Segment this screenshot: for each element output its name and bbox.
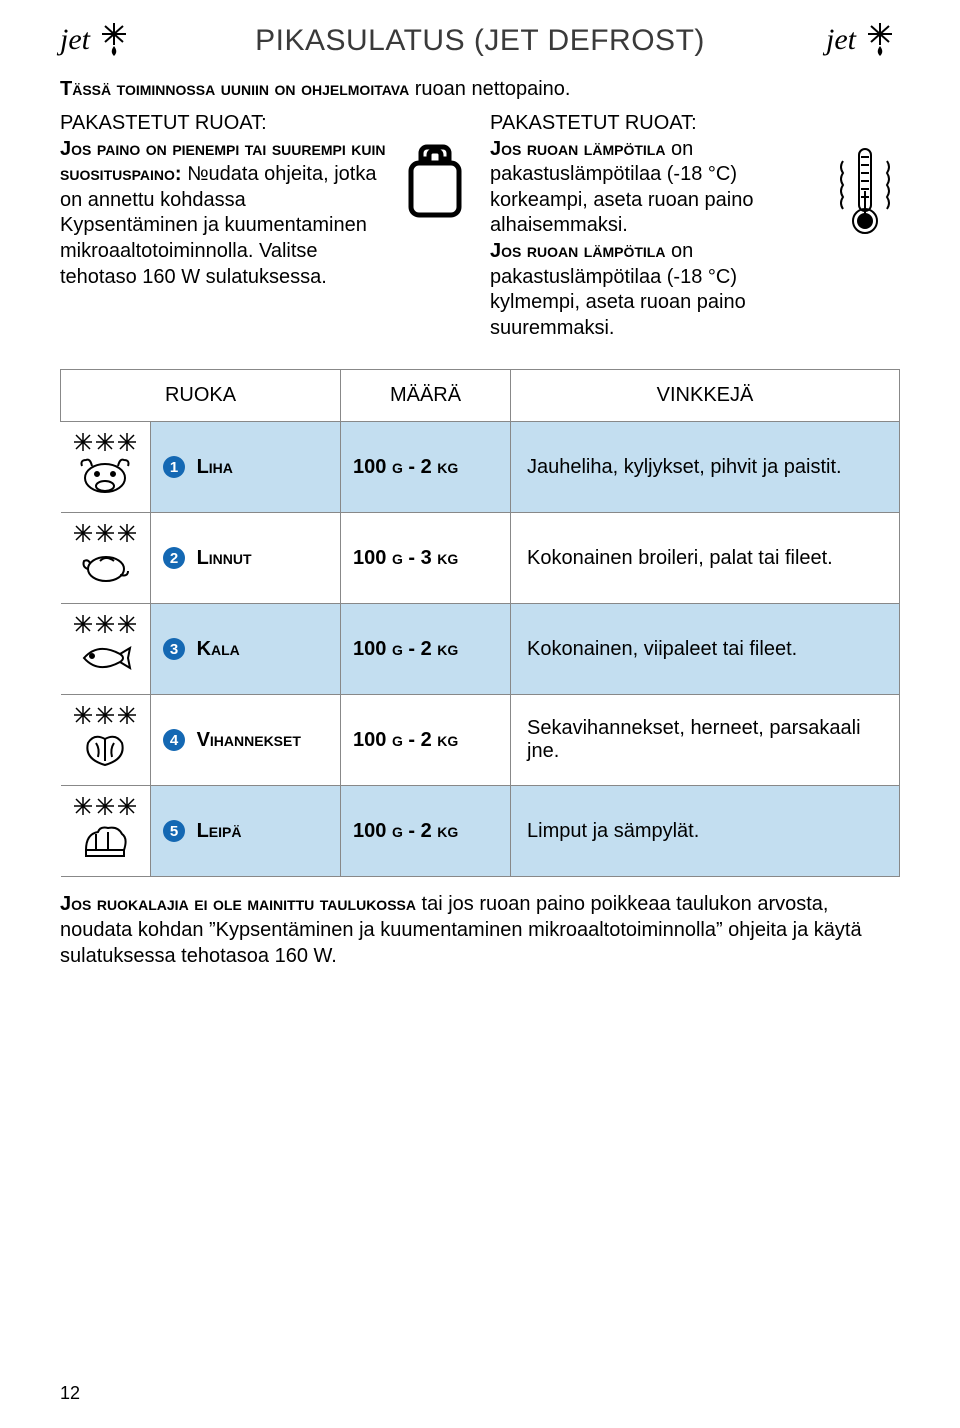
jet-logo-left: jet (60, 20, 134, 60)
jet-logo-right: jet (826, 20, 900, 60)
food-name-label: Leipä (197, 820, 242, 842)
footer-sc: Jos ruokalajia ei ole mainittu taulukoss… (60, 893, 416, 915)
snowflake-drip-icon (860, 20, 900, 60)
food-icon-cell (61, 786, 151, 877)
food-icon-cell (61, 695, 151, 786)
frost-stars-icon (67, 614, 145, 634)
food-icon-cell (61, 422, 151, 513)
food-name-label: Liha (197, 456, 233, 478)
food-number-badge: 1 (163, 456, 185, 478)
food-number-badge: 3 (163, 638, 185, 660)
food-icon-cell (61, 604, 151, 695)
page-number: 12 (60, 1383, 80, 1404)
food-name-label: Vihannekset (197, 729, 301, 751)
footer-note: Jos ruokalajia ei ole mainittu taulukoss… (60, 891, 900, 969)
veg-icon (78, 729, 132, 769)
food-name-cell: 1 Liha (151, 422, 341, 513)
food-number-badge: 4 (163, 729, 185, 751)
food-amount-cell: 100 g - 2 kg (341, 604, 511, 695)
frost-stars-icon (67, 432, 145, 452)
food-name-cell: 4 Vihannekset (151, 695, 341, 786)
frost-stars-icon (67, 523, 145, 543)
snowflake-drip-icon (94, 20, 134, 60)
food-name-cell: 3 Kala (151, 604, 341, 695)
cow-icon (78, 456, 132, 496)
column-left: PAKASTETUT RUOAT: Jos paino on pienempi … (60, 111, 470, 341)
col-right-p2-sc: Jos ruoan lämpötila (490, 240, 665, 262)
food-table: RUOKA MÄÄRÄ VINKKEJÄ 1 Liha 100 g - 2 kg… (60, 369, 900, 877)
table-row: 5 Leipä 100 g - 2 kg Limput ja sämpylät. (61, 786, 900, 877)
food-amount-cell: 100 g - 2 kg (341, 422, 511, 513)
th-tips: VINKKEJÄ (511, 370, 900, 422)
weight-icon (405, 141, 465, 221)
food-name-label: Linnut (197, 547, 252, 569)
intro-line: Tässä toiminnossa uuniin on ohjelmoitava… (60, 78, 900, 101)
jet-logo-text: jet (826, 23, 856, 57)
fish-icon (78, 638, 132, 678)
jet-logo-text: jet (60, 23, 90, 57)
col-right-p1-sc: Jos ruoan lämpötila (490, 138, 665, 160)
food-tip-cell: Jauheliha, kyljykset, pihvit ja paistit. (511, 422, 900, 513)
table-row: 2 Linnut 100 g - 3 kg Kokonainen broiler… (61, 513, 900, 604)
food-number-badge: 2 (163, 547, 185, 569)
food-icon-cell (61, 513, 151, 604)
intro-rest: ruoan nettopaino. (409, 78, 570, 100)
intro-emphasis: Tässä toiminnossa uuniin on ohjelmoitava (60, 78, 409, 100)
col-left-heading: PAKASTETUT RUOAT: (60, 112, 267, 134)
page-title: PIKASULATUS (JET DEFROST) (134, 20, 826, 58)
food-name-cell: 5 Leipä (151, 786, 341, 877)
food-amount-cell: 100 g - 3 kg (341, 513, 511, 604)
food-tip-cell: Kokonainen broileri, palat tai fileet. (511, 513, 900, 604)
frost-stars-icon (67, 796, 145, 816)
food-name-cell: 2 Linnut (151, 513, 341, 604)
food-tip-cell: Sekavihannekset, herneet, parsakaali jne… (511, 695, 900, 786)
thermometer-shiver-icon (835, 141, 895, 241)
food-amount-cell: 100 g - 2 kg (341, 695, 511, 786)
poultry-icon (78, 547, 132, 587)
table-row: 3 Kala 100 g - 2 kg Kokonainen, viipalee… (61, 604, 900, 695)
table-row: 1 Liha 100 g - 2 kg Jauheliha, kyljykset… (61, 422, 900, 513)
table-row: 4 Vihannekset 100 g - 2 kg Sekavihanneks… (61, 695, 900, 786)
th-food: RUOKA (61, 370, 341, 422)
food-amount-cell: 100 g - 2 kg (341, 786, 511, 877)
th-amount: MÄÄRÄ (341, 370, 511, 422)
col-right-heading: PAKASTETUT RUOAT: (490, 112, 697, 134)
food-tip-cell: Limput ja sämpylät. (511, 786, 900, 877)
column-right: PAKASTETUT RUOAT: Jos ruoan lämpötila on… (490, 111, 900, 341)
food-name-label: Kala (197, 638, 240, 660)
food-number-badge: 5 (163, 820, 185, 842)
frost-stars-icon (67, 705, 145, 725)
bread-icon (78, 820, 132, 860)
food-tip-cell: Kokonainen, viipaleet tai fileet. (511, 604, 900, 695)
